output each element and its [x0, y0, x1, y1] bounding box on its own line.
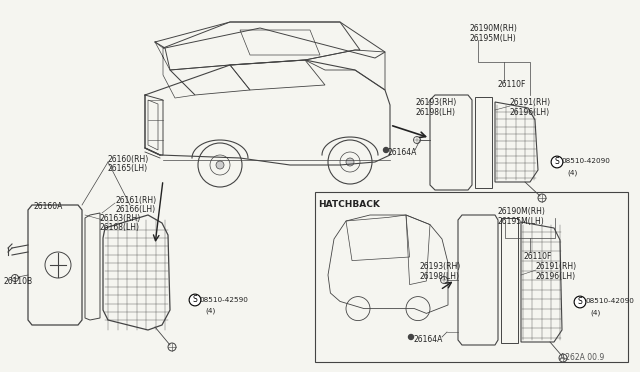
Text: 26164A: 26164A [413, 335, 442, 344]
Bar [315, 192, 628, 362]
Text: 26160(RH): 26160(RH) [108, 155, 149, 164]
Text: 26198(LH): 26198(LH) [420, 272, 460, 281]
Text: 26196(LH): 26196(LH) [510, 108, 550, 117]
Text: 26110F: 26110F [497, 80, 525, 89]
Text: (4): (4) [567, 170, 577, 176]
Text: (4): (4) [205, 308, 215, 314]
Text: 26195M(LH): 26195M(LH) [497, 217, 544, 226]
Text: 26161(RH): 26161(RH) [115, 196, 156, 205]
Text: 08510-42090: 08510-42090 [585, 298, 634, 304]
Text: A262A 00.9: A262A 00.9 [560, 353, 604, 362]
Text: 26193(RH): 26193(RH) [415, 98, 456, 107]
Text: 26168(LH): 26168(LH) [100, 223, 140, 232]
Text: 26193(RH): 26193(RH) [420, 262, 461, 271]
Text: 26191(RH): 26191(RH) [536, 262, 577, 271]
Text: 26191(RH): 26191(RH) [510, 98, 551, 107]
Text: 26110B: 26110B [3, 277, 32, 286]
Circle shape [383, 148, 388, 153]
Text: HATCHBACK: HATCHBACK [318, 200, 380, 209]
Text: 26166(LH): 26166(LH) [115, 205, 155, 214]
Text: 26164A: 26164A [388, 148, 417, 157]
Text: 26163(RH): 26163(RH) [100, 214, 141, 223]
Text: 08510-42590: 08510-42590 [200, 297, 249, 303]
Text: 26195M(LH): 26195M(LH) [470, 34, 516, 43]
Text: 26190M(RH): 26190M(RH) [497, 207, 545, 216]
Text: 26198(LH): 26198(LH) [415, 108, 455, 117]
Circle shape [216, 161, 224, 169]
Text: 26190M(RH): 26190M(RH) [470, 24, 518, 33]
Text: S: S [578, 298, 582, 307]
Text: 26196(LH): 26196(LH) [536, 272, 576, 281]
Text: 26160A: 26160A [33, 202, 62, 211]
Text: 26165(LH): 26165(LH) [108, 164, 148, 173]
Text: S: S [555, 157, 559, 167]
Text: (4): (4) [590, 310, 600, 317]
Text: 08510-42090: 08510-42090 [562, 158, 611, 164]
Circle shape [346, 158, 354, 166]
Text: 26110F: 26110F [523, 252, 552, 261]
Circle shape [408, 334, 413, 340]
Text: S: S [193, 295, 197, 305]
